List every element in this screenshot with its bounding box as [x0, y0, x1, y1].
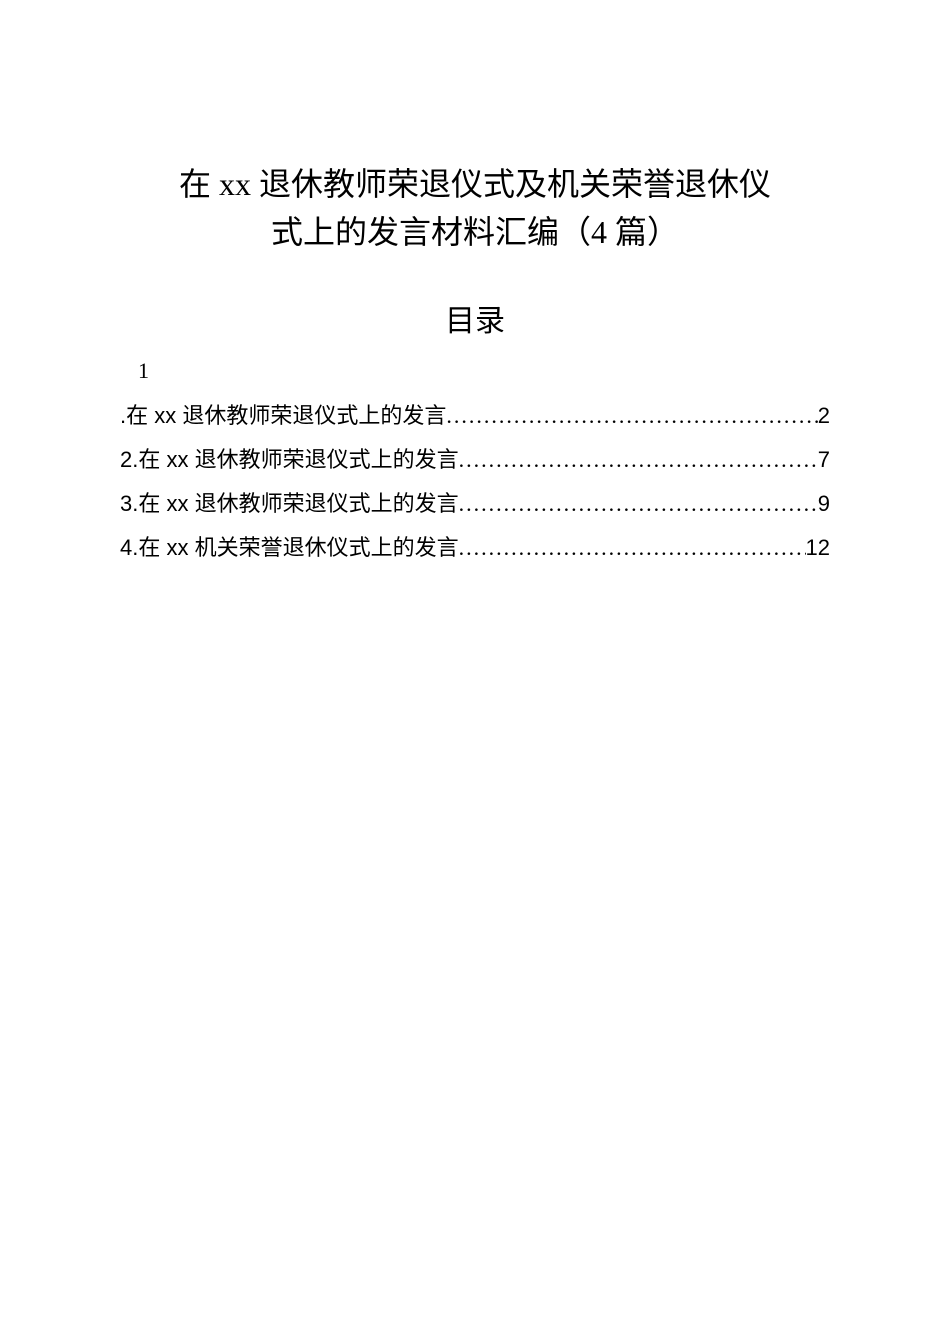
toc-entry-label: .在 xx 退休教师荣退仪式上的发言 [120, 394, 446, 438]
toc-dots [446, 394, 817, 438]
toc-list: .在 xx 退休教师荣退仪式上的发言 2 2.在 xx 退休教师荣退仪式上的发言… [120, 394, 830, 570]
toc-dots [459, 482, 818, 526]
toc-entry: 3.在 xx 退休教师荣退仪式上的发言 9 [120, 482, 830, 526]
toc-entry-page: 12 [806, 526, 830, 570]
toc-entry-page: 7 [818, 438, 830, 482]
toc-entry: 4.在 xx 机关荣誉退休仪式上的发言 12 [120, 526, 830, 570]
title-line-1: 在 xx 退休教师荣退仪式及机关荣誉退休仪 [179, 166, 771, 202]
title-line-2: 式上的发言材料汇编（4 篇） [271, 214, 679, 250]
toc-entry: 2.在 xx 退休教师荣退仪式上的发言 7 [120, 438, 830, 482]
toc-entry: .在 xx 退休教师荣退仪式上的发言 2 [120, 394, 830, 438]
toc-entry-label: 3.在 xx 退休教师荣退仪式上的发言 [120, 482, 459, 526]
toc-dots [459, 526, 806, 570]
document-title: 在 xx 退休教师荣退仪式及机关荣誉退休仪 式上的发言材料汇编（4 篇） [120, 160, 830, 256]
toc-dots [459, 438, 818, 482]
toc-orphan-number: 1 [138, 358, 830, 384]
toc-heading: 目录 [120, 296, 830, 340]
toc-entry-page: 2 [818, 394, 830, 438]
toc-entry-label: 4.在 xx 机关荣誉退休仪式上的发言 [120, 526, 459, 570]
toc-entry-page: 9 [818, 482, 830, 526]
toc-entry-label: 2.在 xx 退休教师荣退仪式上的发言 [120, 438, 459, 482]
